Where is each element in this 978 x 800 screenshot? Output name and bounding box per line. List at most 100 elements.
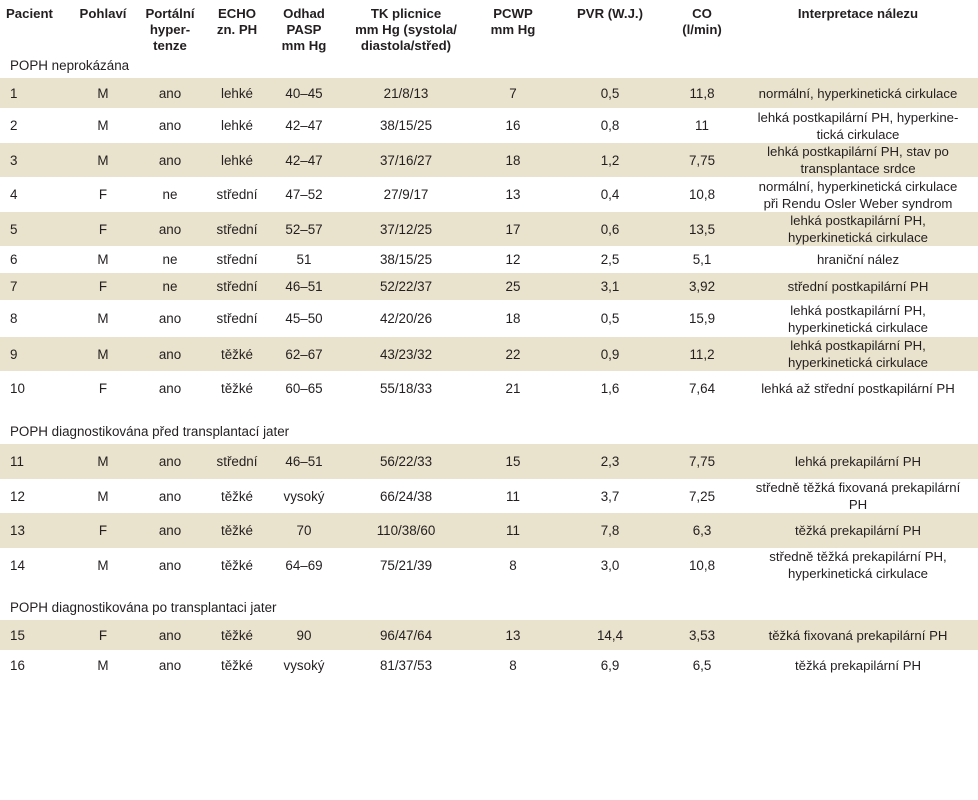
interpretation: lehká postkapilární PH, stav po transplan…: [738, 143, 978, 177]
group-row: POPH neprokázána: [0, 55, 978, 78]
patient-id: 6: [10, 252, 18, 267]
pcwp-value: 15: [472, 444, 554, 479]
interpretation: lehká postkapilární PH, hyperkinetická ci…: [738, 337, 978, 371]
co-value: 13,5: [666, 212, 738, 246]
pvr-value: 3,0: [600, 557, 620, 573]
echo-ph: střední: [206, 273, 268, 300]
echo-ph: těžké: [220, 488, 253, 504]
pvr-value: 1,2: [554, 143, 666, 177]
sex: M: [97, 557, 109, 573]
pcwp-value: 13: [472, 620, 554, 650]
sex: F: [98, 187, 108, 202]
interpretation-line: normální, hyperkinetická cirkulace: [758, 178, 958, 194]
sex: M: [97, 118, 109, 133]
sex: M: [97, 657, 109, 673]
pasp-estimate: 42–47: [285, 118, 323, 133]
pulmonary-pressure: 110/38/60: [340, 513, 472, 548]
interpretation: středně těžká prekapilární PH, hyperkinet…: [738, 548, 978, 582]
interpretation-line: při Rendu Osler Weber syndrom: [763, 195, 953, 211]
column-header-line: zn. PH: [216, 22, 258, 37]
patient-id: 16: [10, 657, 25, 673]
pulmonary-pressure: 52/22/37: [340, 273, 472, 300]
column-header-line: mm Hg (systola/: [355, 22, 457, 37]
portal-hypertension: ano: [158, 557, 182, 573]
echo-ph: těžké: [220, 557, 253, 573]
portal-hypertension: ne: [162, 252, 178, 267]
pasp-estimate: 52–57: [268, 212, 340, 246]
patient-id: 12: [10, 488, 25, 504]
pasp-estimate: 46–51: [268, 444, 340, 479]
echo-ph: střední: [206, 444, 268, 479]
column-header-pacient: Pacient: [0, 0, 72, 55]
co-value: 7,64: [688, 381, 716, 396]
interpretation-line: tická cirkulace: [816, 126, 900, 142]
interpretation-line: lehká až střední postkapilární PH: [761, 381, 955, 396]
pvr-value: 0,5: [600, 311, 620, 326]
sex: M: [97, 488, 109, 504]
column-header-line: CO: [692, 6, 712, 21]
pcwp-value: 8: [509, 557, 517, 573]
interpretation-line: těžká fixovaná prekapilární PH: [768, 627, 948, 643]
interpretation-line: středně těžká fixovaná prekapilární: [755, 480, 961, 495]
column-header-tk-plicnice: TK plicnice mm Hg (systola/diastola/střed…: [340, 0, 472, 55]
pvr-value: 0,6: [554, 212, 666, 246]
interpretation: hraniční nález: [738, 246, 978, 273]
group-title: POPH diagnostikována po transplantaci ja…: [10, 600, 277, 615]
interpretation-line: středně těžká prekapilární PH,: [769, 549, 947, 564]
pulmonary-pressure: 38/15/25: [379, 252, 433, 267]
portal-hypertension: ano: [158, 311, 182, 326]
patient-id: 4: [10, 187, 18, 202]
patient-id: 11: [0, 444, 72, 479]
group-row: POPH diagnostikována po transplantaci ja…: [0, 582, 978, 620]
pvr-value: 0,8: [600, 118, 620, 133]
co-value: 11,8: [666, 78, 738, 108]
pasp-estimate: 62–67: [268, 337, 340, 371]
patient-id: 2: [10, 118, 18, 133]
patient-id: 10: [10, 381, 25, 396]
co-value: 6,5: [692, 657, 712, 673]
column-header-interpretace: Interpretace nálezu: [738, 0, 978, 55]
interpretation: těžká prekapilární PH: [738, 650, 978, 680]
echo-ph: lehké: [220, 118, 253, 133]
sex: F: [72, 620, 134, 650]
co-value: 7,25: [688, 488, 716, 504]
interpretation-line: hyperkinetická cirkulace: [788, 355, 928, 370]
column-header-echo: ECHO zn. PH: [206, 0, 268, 55]
pasp-estimate: 40–45: [268, 78, 340, 108]
interpretation: lehká až střední postkapilární PH: [738, 371, 978, 406]
column-header-co: CO (l/min): [666, 0, 738, 55]
column-header-line: Pacient: [6, 6, 53, 21]
interpretation: lehká postkapilární PH, hyperkine-tická …: [738, 108, 978, 143]
sex: M: [72, 337, 134, 371]
pasp-estimate: 42–47: [268, 143, 340, 177]
patient-table: Pacient Pohlaví Portální hyper-tenze ECHO zn.…: [0, 0, 978, 680]
interpretation: normální, hyperkinetická cirkulace: [738, 78, 978, 108]
interpretation: lehká postkapilární PH, hyperkinetická ci…: [738, 300, 978, 337]
echo-ph: těžké: [206, 513, 268, 548]
pulmonary-pressure: 66/24/38: [379, 488, 433, 504]
pulmonary-pressure: 75/21/39: [379, 557, 433, 573]
interpretation-line: hyperkinetická cirkulace: [788, 319, 928, 335]
interpretation-line: lehká postkapilární PH,: [790, 338, 926, 353]
pulmonary-pressure: 81/37/53: [379, 657, 433, 673]
sex: M: [97, 311, 109, 326]
portal-hypertension: ano: [158, 381, 182, 396]
patient-id: 15: [0, 620, 72, 650]
pasp-estimate: 70: [268, 513, 340, 548]
pulmonary-pressure: 37/16/27: [340, 143, 472, 177]
column-header-pcwp: PCWP mm Hg: [472, 0, 554, 55]
patient-id: 9: [0, 337, 72, 371]
interpretation: těžká fixovaná prekapilární PH: [738, 620, 978, 650]
column-header-line: mm Hg: [281, 38, 327, 53]
interpretation: lehká prekapilární PH: [738, 444, 978, 479]
portal-hypertension: ano: [134, 620, 206, 650]
pasp-estimate: 46–51: [268, 273, 340, 300]
